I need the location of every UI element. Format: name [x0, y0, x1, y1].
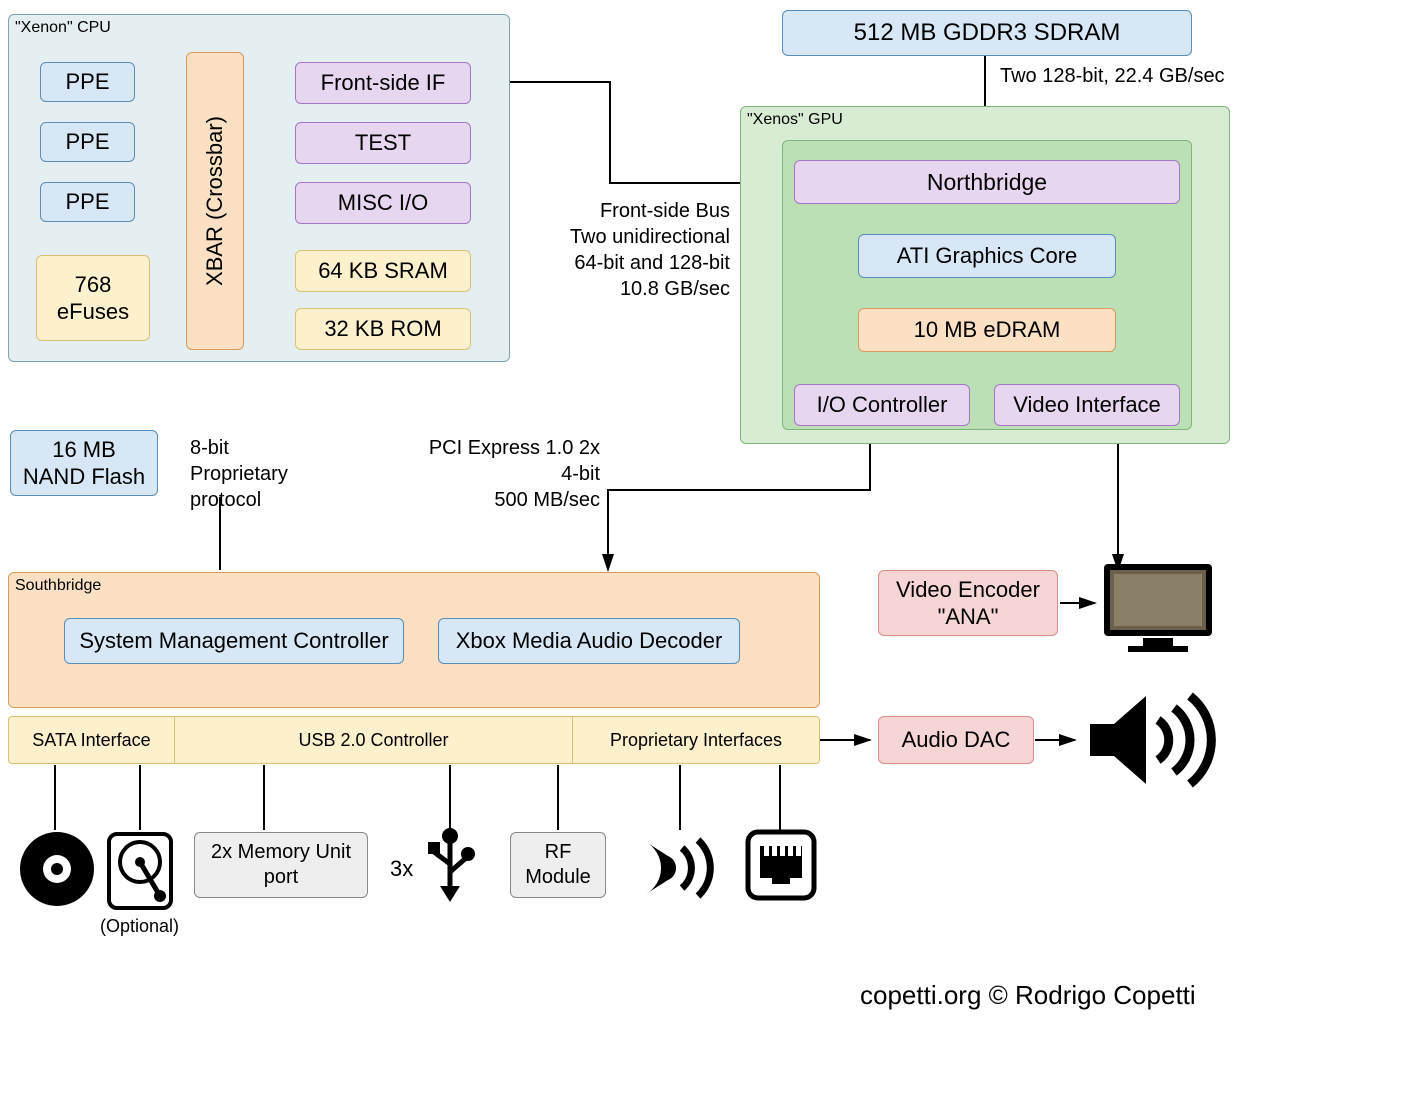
ppe-1-label: PPE	[65, 69, 109, 95]
edram: 10 MB eDRAM	[858, 308, 1116, 352]
nand-spec-3: protocol	[190, 487, 288, 513]
video-interface-label: Video Interface	[1013, 392, 1161, 418]
nand-spec-1: 8-bit	[190, 435, 288, 461]
usb-controller: USB 2.0 Controller	[175, 717, 573, 763]
sram-label: 64 KB SRAM	[318, 258, 448, 284]
ppe-3: PPE	[40, 182, 135, 222]
ati-label: ATI Graphics Core	[897, 243, 1078, 269]
ethernet-icon	[744, 828, 818, 907]
xenon-cpu-title: "Xenon" CPU	[15, 19, 111, 37]
video-encoder-2: "ANA"	[938, 603, 999, 631]
fsb-line3: 64-bit and 128-bit	[530, 250, 730, 276]
front-side-if-label: Front-side IF	[321, 70, 446, 96]
efuses-line2: eFuses	[57, 298, 129, 326]
pcie-1: PCI Express 1.0 2x	[420, 435, 600, 461]
ppe-2: PPE	[40, 122, 135, 162]
xbar: XBAR (Crossbar)	[186, 52, 244, 350]
test-label: TEST	[355, 130, 411, 156]
efuses: 768 eFuses	[36, 255, 150, 341]
smc: System Management Controller	[64, 618, 404, 664]
mu-line1: 2x Memory Unit	[211, 840, 351, 865]
nand-line2: NAND Flash	[23, 463, 145, 491]
edram-label: 10 MB eDRAM	[914, 317, 1061, 343]
tv-icon	[1098, 558, 1218, 663]
optional-label: (Optional)	[100, 916, 179, 937]
fsb-line1: Front-side Bus	[530, 198, 730, 224]
misc-io: MISC I/O	[295, 182, 471, 224]
audio-dac-label: Audio DAC	[902, 727, 1011, 753]
usb-prefix: 3x	[390, 856, 413, 881]
audio-dac: Audio DAC	[878, 716, 1034, 764]
efuses-line1: 768	[75, 271, 112, 299]
credit-text: copetti.org © Rodrigo Copetti	[860, 980, 1196, 1010]
memory-unit-port: 2x Memory Unit port	[194, 832, 368, 898]
usb-3x-label: 3x	[390, 856, 413, 882]
rom-label: 32 KB ROM	[324, 316, 441, 342]
ati-core: ATI Graphics Core	[858, 234, 1116, 278]
sram: 64 KB SRAM	[295, 250, 471, 292]
ppe-2-label: PPE	[65, 129, 109, 155]
rom: 32 KB ROM	[295, 308, 471, 350]
southbridge-title: Southbridge	[15, 577, 101, 595]
rf-module: RF Module	[510, 832, 606, 898]
rf-line2: Module	[525, 865, 591, 890]
hdd-icon	[105, 830, 175, 917]
xma-decoder: Xbox Media Audio Decoder	[438, 618, 740, 664]
nand-spec-2: Proprietary	[190, 461, 288, 487]
xma-label: Xbox Media Audio Decoder	[456, 628, 723, 654]
front-side-if: Front-side IF	[295, 62, 471, 104]
ppe-1: PPE	[40, 62, 135, 102]
optical-disc-icon	[18, 830, 96, 913]
credit: copetti.org © Rodrigo Copetti	[860, 980, 1196, 1011]
io-controller: I/O Controller	[794, 384, 970, 426]
io-controller-label: I/O Controller	[817, 392, 948, 418]
pcie-3: 500 MB/sec	[420, 487, 600, 513]
northbridge-label: Northbridge	[927, 169, 1047, 196]
sata-interface: SATA Interface	[9, 717, 175, 763]
sb-interfaces-row: SATA Interface USB 2.0 Controller Propri…	[8, 716, 820, 764]
northbridge: Northbridge	[794, 160, 1180, 204]
proprietary-label: Proprietary Interfaces	[610, 730, 782, 751]
test-block: TEST	[295, 122, 471, 164]
proprietary-interfaces: Proprietary Interfaces	[573, 717, 819, 763]
video-interface: Video Interface	[994, 384, 1180, 426]
ir-icon	[640, 832, 722, 909]
smc-label: System Management Controller	[79, 628, 388, 654]
sdram-label: 512 MB GDDR3 SDRAM	[854, 19, 1121, 47]
mu-line2: port	[264, 865, 298, 890]
usb-icon	[422, 824, 478, 911]
usb-label: USB 2.0 Controller	[298, 730, 448, 751]
fsb-line4: 10.8 GB/sec	[530, 276, 730, 302]
ppe-3-label: PPE	[65, 189, 109, 215]
xenos-gpu-title: "Xenos" GPU	[747, 111, 843, 129]
video-encoder-1: Video Encoder	[896, 576, 1040, 604]
optional-text: (Optional)	[100, 916, 179, 936]
nand-line1: 16 MB	[52, 436, 116, 464]
xbar-label: XBAR (Crossbar)	[202, 116, 228, 286]
nand-flash: 16 MB NAND Flash	[10, 430, 158, 496]
sdram-spec: Two 128-bit, 22.4 GB/sec	[1000, 65, 1225, 88]
pcie-label: PCI Express 1.0 2x 4-bit 500 MB/sec	[420, 435, 600, 513]
sdram: 512 MB GDDR3 SDRAM	[782, 10, 1192, 56]
video-encoder: Video Encoder "ANA"	[878, 570, 1058, 636]
nand-spec: 8-bit Proprietary protocol	[190, 435, 288, 513]
speaker-icon	[1080, 680, 1220, 805]
pcie-2: 4-bit	[420, 461, 600, 487]
sdram-spec-text: Two 128-bit, 22.4 GB/sec	[1000, 65, 1225, 87]
fsb-line2: Two unidirectional	[530, 224, 730, 250]
sata-label: SATA Interface	[32, 730, 150, 751]
misc-io-label: MISC I/O	[338, 190, 428, 216]
fsb-label: Front-side Bus Two unidirectional 64-bit…	[530, 198, 730, 302]
rf-line1: RF	[545, 840, 572, 865]
